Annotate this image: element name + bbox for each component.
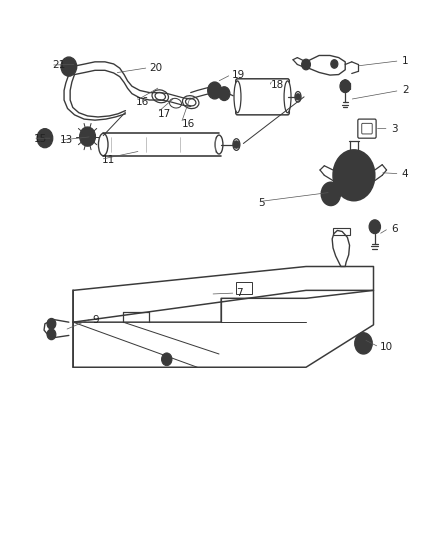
Circle shape: [210, 85, 219, 96]
Text: 9: 9: [93, 314, 99, 325]
Circle shape: [340, 80, 350, 93]
Text: 15: 15: [34, 134, 47, 144]
Text: 5: 5: [258, 198, 265, 208]
Circle shape: [355, 333, 372, 354]
Circle shape: [162, 353, 172, 366]
Circle shape: [80, 127, 95, 146]
Text: 4: 4: [402, 169, 408, 179]
FancyBboxPatch shape: [236, 79, 289, 115]
Text: 17: 17: [158, 109, 171, 119]
Circle shape: [37, 128, 53, 148]
Circle shape: [83, 131, 92, 142]
Bar: [237, 282, 252, 294]
Circle shape: [47, 329, 56, 340]
Ellipse shape: [233, 139, 240, 150]
Circle shape: [358, 337, 369, 350]
Circle shape: [41, 133, 49, 143]
Circle shape: [331, 60, 338, 68]
Circle shape: [369, 220, 381, 233]
Text: 2: 2: [402, 85, 408, 95]
Text: 3: 3: [391, 124, 398, 134]
Ellipse shape: [284, 81, 291, 113]
Text: 6: 6: [391, 224, 398, 235]
Circle shape: [233, 141, 240, 148]
Circle shape: [321, 182, 340, 206]
FancyBboxPatch shape: [358, 119, 376, 138]
Circle shape: [47, 318, 56, 329]
Text: 16: 16: [182, 119, 195, 130]
Circle shape: [295, 94, 300, 100]
Circle shape: [337, 155, 371, 196]
Text: 19: 19: [232, 70, 245, 79]
Bar: [333, 228, 350, 235]
FancyBboxPatch shape: [362, 123, 372, 134]
Circle shape: [219, 87, 230, 101]
Circle shape: [333, 150, 375, 201]
Text: 16: 16: [136, 97, 149, 107]
Circle shape: [302, 59, 311, 70]
Text: 18: 18: [271, 80, 284, 90]
Text: 10: 10: [380, 342, 393, 352]
Text: 1: 1: [402, 56, 408, 66]
Ellipse shape: [215, 135, 223, 154]
Text: 11: 11: [102, 156, 115, 165]
Text: 20: 20: [149, 63, 162, 72]
Text: 7: 7: [237, 288, 243, 298]
Circle shape: [325, 187, 336, 201]
Ellipse shape: [295, 92, 301, 102]
Text: 13: 13: [60, 135, 74, 146]
Text: 21: 21: [52, 60, 65, 70]
Circle shape: [64, 61, 73, 72]
Ellipse shape: [234, 81, 241, 113]
Circle shape: [208, 82, 222, 99]
Circle shape: [61, 57, 77, 76]
Ellipse shape: [99, 133, 108, 156]
Circle shape: [221, 90, 228, 98]
